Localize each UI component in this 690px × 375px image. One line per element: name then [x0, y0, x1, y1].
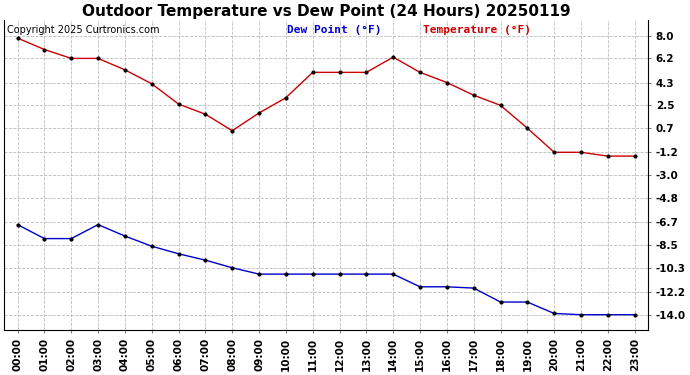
Text: Temperature (°F): Temperature (°F)	[423, 25, 531, 35]
Text: Dew Point (°F): Dew Point (°F)	[288, 25, 382, 35]
Text: Copyright 2025 Curtronics.com: Copyright 2025 Curtronics.com	[8, 25, 160, 35]
Title: Outdoor Temperature vs Dew Point (24 Hours) 20250119: Outdoor Temperature vs Dew Point (24 Hou…	[82, 4, 571, 19]
